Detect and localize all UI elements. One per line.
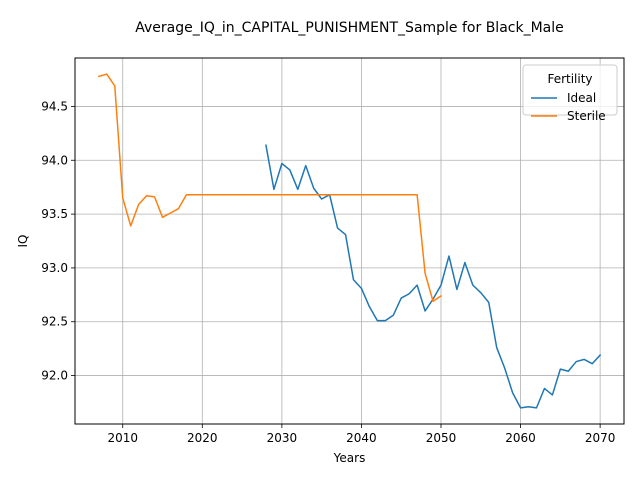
x-tick-label: 2020	[187, 431, 218, 445]
chart-title: Average_IQ_in_CAPITAL_PUNISHMENT_Sample …	[135, 20, 564, 36]
legend: Fertility Ideal Sterile	[523, 65, 617, 123]
y-tick-label: 92.0	[41, 369, 68, 383]
y-axis-label: IQ	[16, 235, 30, 248]
y-tick-label: 94.0	[41, 153, 68, 167]
y-tick-label: 92.5	[41, 315, 68, 329]
y-tick-label: 94.5	[41, 99, 68, 113]
x-tick-label: 2060	[505, 431, 536, 445]
y-tick-label: 93.5	[41, 207, 68, 221]
x-axis-label: Years	[333, 451, 366, 465]
legend-title: Fertility	[547, 72, 592, 86]
y-tick-label: 93.0	[41, 261, 68, 275]
x-tick-label: 2030	[267, 431, 298, 445]
x-tick-label: 2050	[426, 431, 457, 445]
x-tick-label: 2040	[346, 431, 377, 445]
legend-label-sterile: Sterile	[567, 109, 606, 123]
x-tick-label: 2010	[107, 431, 138, 445]
legend-label-ideal: Ideal	[567, 91, 596, 105]
x-tick-label: 2070	[585, 431, 616, 445]
